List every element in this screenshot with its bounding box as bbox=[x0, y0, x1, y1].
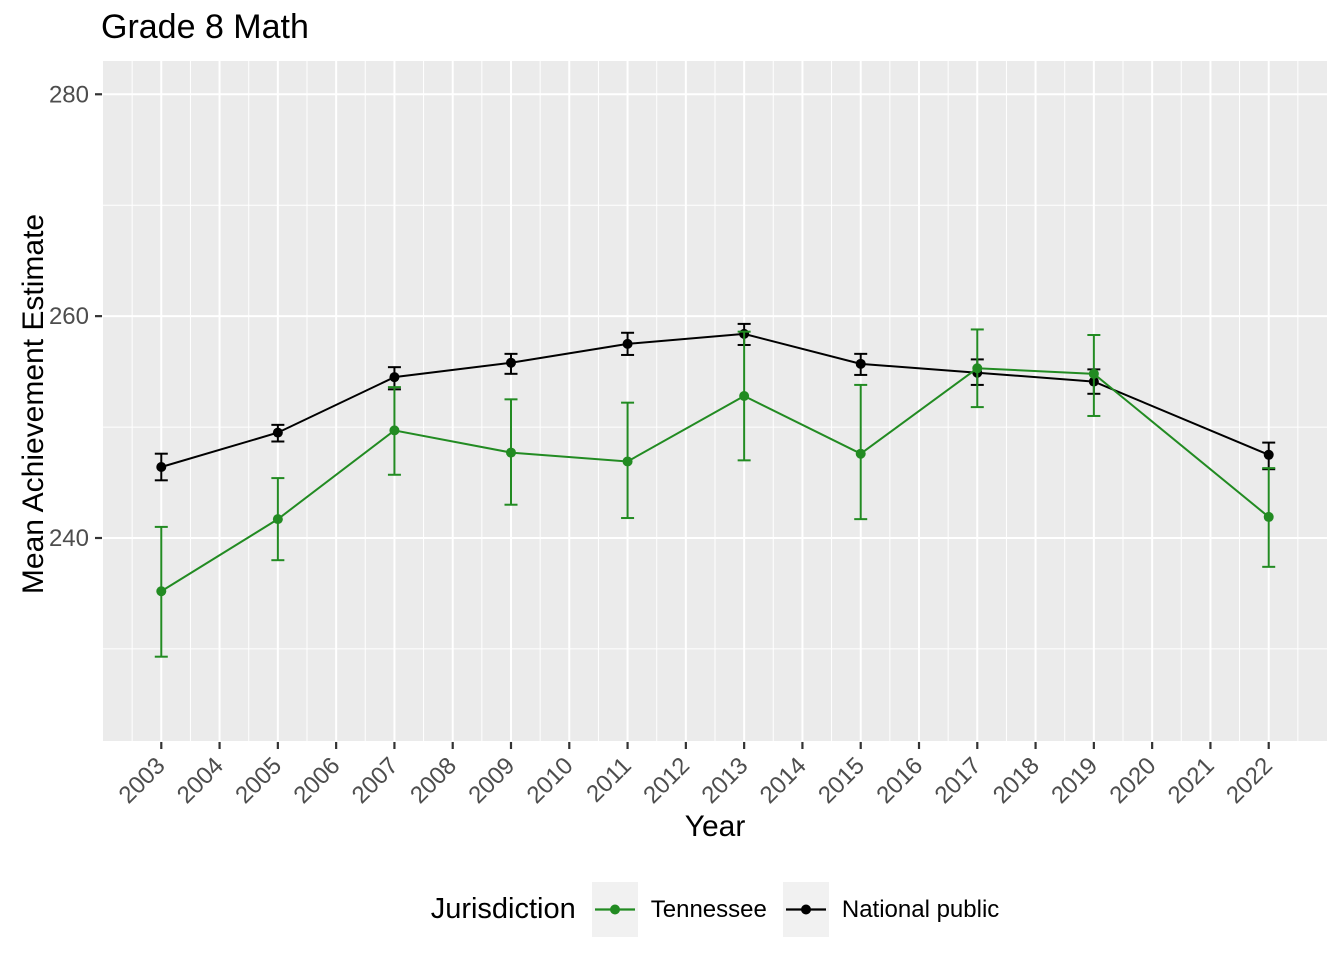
series-line bbox=[161, 332, 1270, 468]
series-national-public bbox=[154, 322, 1276, 482]
series-tennessee bbox=[154, 328, 1276, 658]
legend-item-national-public: National public bbox=[782, 882, 1000, 937]
data-point-national-public-2015 bbox=[855, 358, 866, 369]
data-point-tennessee-2011 bbox=[622, 456, 633, 467]
x-tick-label: 2020 bbox=[1105, 752, 1162, 809]
x-tick-label: 2014 bbox=[755, 752, 812, 809]
data-point-tennessee-2003 bbox=[156, 586, 167, 597]
data-point-national-public-2003 bbox=[156, 462, 167, 473]
data-point-tennessee-2015 bbox=[855, 448, 866, 459]
legend-key-national-public-icon bbox=[782, 882, 829, 937]
data-point-tennessee-2007 bbox=[389, 425, 400, 436]
data-point-national-public-2022 bbox=[1263, 449, 1274, 460]
x-tick-label: 2017 bbox=[930, 752, 987, 809]
chart-title: Grade 8 Math bbox=[101, 8, 309, 46]
legend-item-tennessee: Tennessee bbox=[591, 882, 767, 937]
data-point-national-public-2009 bbox=[506, 357, 516, 368]
data-point-national-public-2011 bbox=[622, 338, 633, 349]
x-tick-label: 2006 bbox=[289, 752, 346, 809]
legend-key-tennessee-icon bbox=[591, 882, 638, 937]
series-line bbox=[160, 367, 1270, 593]
x-tick-label: 2005 bbox=[230, 752, 287, 809]
legend-glyph-icon bbox=[594, 904, 635, 915]
legend-title: Jurisdiction bbox=[430, 893, 576, 925]
legend-glyph-icon bbox=[785, 904, 826, 915]
x-axis-title: Year bbox=[684, 810, 746, 843]
x-tick-label: 2008 bbox=[405, 752, 462, 809]
data-point-tennessee-2022 bbox=[1263, 511, 1274, 522]
data-point-tennessee-2013 bbox=[739, 391, 750, 402]
legend: Jurisdiction Tennessee National public bbox=[103, 882, 1327, 937]
legend-items: Tennessee National public bbox=[591, 882, 1000, 937]
y-tick-label: 240 bbox=[49, 525, 89, 552]
x-tick-label: 2012 bbox=[638, 752, 695, 809]
x-tick-label: 2022 bbox=[1221, 752, 1278, 809]
x-tick-label: 2013 bbox=[697, 752, 754, 809]
x-tick-label: 2010 bbox=[522, 752, 579, 809]
legend-label-national-public: National public bbox=[841, 895, 1000, 923]
x-tick-label: 2004 bbox=[172, 752, 229, 809]
x-tick-label: 2007 bbox=[347, 752, 404, 809]
legend-label-tennessee: Tennessee bbox=[650, 895, 767, 923]
x-tick-label: 2015 bbox=[813, 752, 870, 809]
x-tick-label: 2016 bbox=[871, 752, 928, 809]
x-tick-label: 2009 bbox=[463, 752, 520, 809]
x-tick-label: 2018 bbox=[988, 752, 1045, 809]
data-point-tennessee-2019 bbox=[1088, 368, 1099, 379]
data-point-national-public-2007 bbox=[389, 372, 400, 383]
x-tick-label: 2011 bbox=[581, 752, 637, 808]
y-tick-label: 280 bbox=[49, 81, 89, 108]
data-point-tennessee-2009 bbox=[506, 447, 516, 458]
x-tick-label: 2003 bbox=[114, 752, 171, 809]
y-tick-label: 260 bbox=[49, 303, 89, 330]
x-tick-label: 2019 bbox=[1046, 752, 1103, 809]
data-point-tennessee-2005 bbox=[272, 514, 283, 525]
data-point-tennessee-2017 bbox=[972, 363, 983, 374]
data-point-national-public-2005 bbox=[272, 427, 283, 438]
x-tick-label: 2021 bbox=[1163, 752, 1220, 809]
